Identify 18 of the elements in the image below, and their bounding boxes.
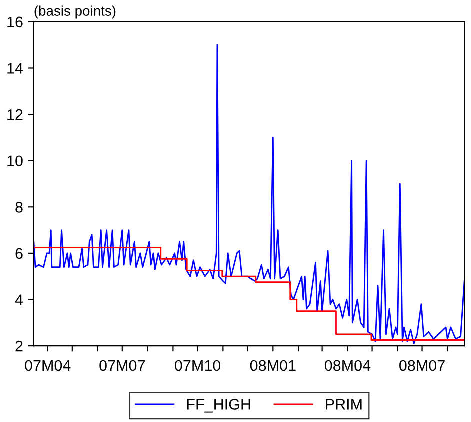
x-tick-label: 07M10 bbox=[175, 360, 221, 372]
y-tick-label: 6 bbox=[16, 248, 23, 260]
y-tick-label: 16 bbox=[8, 16, 23, 28]
legend-label: FF_HIGH bbox=[187, 399, 250, 413]
y-tick-label: 2 bbox=[16, 340, 23, 352]
y-tick-label: 4 bbox=[15, 294, 24, 306]
x-tick-label: 08M04 bbox=[324, 360, 371, 372]
y-tick-label: 12 bbox=[8, 109, 23, 120]
y-tick-label: 8 bbox=[16, 202, 23, 213]
x-tick-label: 07M04 bbox=[25, 360, 71, 372]
y-tick-label: 10 bbox=[8, 156, 23, 167]
line-series bbox=[34, 44, 465, 344]
y-axis-title: (basis points) bbox=[34, 6, 116, 19]
y-tick-label: 14 bbox=[8, 63, 24, 74]
x-tick-label: 08M07 bbox=[400, 360, 445, 372]
x-tick-label: 08M01 bbox=[250, 360, 296, 372]
legend-label: PRIM bbox=[326, 399, 362, 410]
x-tick-label: 07M07 bbox=[100, 360, 145, 372]
